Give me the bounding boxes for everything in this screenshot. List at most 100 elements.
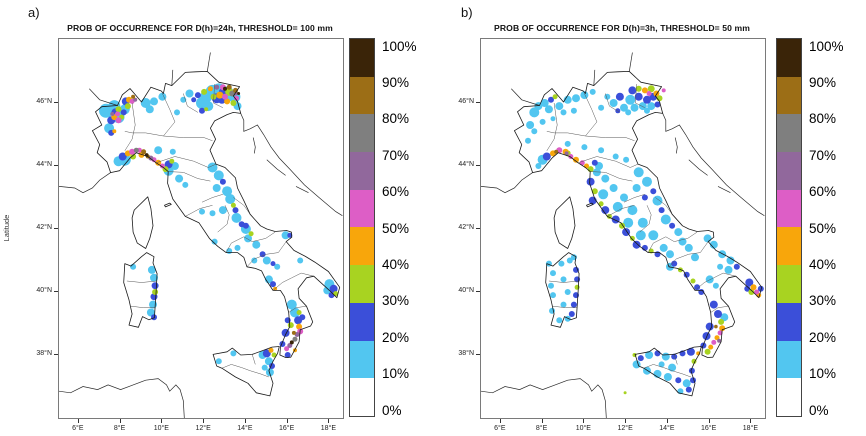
- lon-tick-label: 14°E: [237, 425, 253, 432]
- lon-tick-mark: [583, 419, 585, 423]
- colorbar-a: [349, 38, 375, 417]
- colorbar-segment: [350, 152, 374, 190]
- lon-tick-mark: [119, 419, 121, 423]
- lon-tick-label: 8°E: [113, 425, 126, 432]
- lon-tick-mark: [541, 419, 543, 423]
- lat-tick-label: 40°N: [458, 286, 474, 294]
- lon-tick-mark: [499, 419, 501, 423]
- panel-a-letter: a): [28, 5, 40, 20]
- colorbar-segment: [777, 189, 801, 228]
- lat-tick-mark: [54, 101, 58, 103]
- lon-tick-label: 18°E: [320, 425, 337, 432]
- colorbar-label: 30%: [809, 293, 837, 309]
- colorbar-segment: [777, 302, 801, 341]
- panel-a: a) PROB OF OCCURRENCE FOR D(h)=24h, THRE…: [2, 5, 417, 432]
- lat-tick-mark: [54, 227, 58, 229]
- colorbar-label: 70%: [382, 147, 410, 163]
- colorbar-segment: [777, 114, 801, 153]
- lon-tick-mark: [286, 419, 288, 423]
- lat-tick-mark: [54, 164, 58, 166]
- colorbar-segment: [350, 114, 374, 153]
- panel-b: b) PROB OF OCCURRENCE FOR D(h)=3h, THRES…: [433, 0, 866, 436]
- lat-tick-label: 46°N: [36, 97, 52, 105]
- lat-tick-label: 44°N: [458, 160, 474, 168]
- colorbar-label: 40%: [382, 256, 410, 272]
- colorbar-segment: [350, 189, 374, 228]
- lon-tick-label: 16°E: [279, 425, 295, 432]
- colorbar-label: 70%: [809, 147, 837, 163]
- panel-a-title: PROB OF OCCURRENCE FOR D(h)=24h, THRESHO…: [67, 23, 333, 33]
- probability-spots: [99, 83, 339, 377]
- colorbar-label: 40%: [809, 256, 837, 272]
- colorbar-label: 20%: [382, 329, 410, 345]
- italy-map-b: [481, 52, 765, 418]
- lat-tick-mark: [476, 164, 480, 166]
- lat-tick-mark: [476, 353, 480, 355]
- colorbar-label: 0%: [382, 402, 402, 418]
- probability-spots: [525, 85, 764, 395]
- lat-tick-label: 44°N: [36, 160, 52, 168]
- colorbar-label: 50%: [382, 220, 410, 236]
- lat-tick-mark: [476, 290, 480, 292]
- colorbar-segment: [777, 378, 801, 416]
- colorbar-label: 60%: [382, 184, 410, 200]
- map-plot-area-b: [480, 38, 766, 419]
- colorbar-b: [776, 38, 802, 417]
- colorbar-segment: [350, 76, 374, 115]
- lat-tick-label: 46°N: [458, 97, 474, 105]
- lon-tick-label: 6°E: [494, 425, 506, 432]
- coastlines: [481, 52, 765, 418]
- lat-tick-mark: [54, 290, 58, 292]
- map-plot-area-a: [58, 38, 344, 419]
- colorbar-label: 90%: [809, 74, 837, 90]
- lat-tick-label: 42°N: [458, 223, 474, 231]
- region-borders: [124, 84, 314, 378]
- lon-tick-label: 8°E: [535, 425, 548, 432]
- colorbar-label: 10%: [382, 366, 410, 382]
- colorbar-label: 90%: [382, 74, 410, 90]
- colorbar-label: 100%: [382, 38, 417, 54]
- lon-tick-label: 10°E: [575, 425, 591, 432]
- colorbar-segment: [350, 340, 374, 379]
- lon-tick-mark: [77, 419, 79, 423]
- lon-tick-mark: [708, 419, 710, 423]
- colorbar-label: 30%: [382, 293, 410, 309]
- colorbar-label: 0%: [809, 402, 829, 418]
- region-borders: [546, 84, 736, 378]
- colorbar-label: 20%: [809, 329, 837, 345]
- colorbar-segment: [350, 227, 374, 266]
- colorbar-label: 80%: [809, 111, 837, 127]
- lon-tick-label: 16°E: [701, 425, 717, 432]
- coastlines: [59, 52, 343, 418]
- lat-tick-mark: [476, 101, 480, 103]
- panel-b-letter: b): [461, 5, 473, 20]
- lon-tick-label: 12°E: [617, 425, 633, 432]
- lon-tick-label: 10°E: [153, 425, 169, 432]
- lon-tick-mark: [666, 419, 668, 423]
- lat-tick-label: 40°N: [36, 286, 52, 294]
- lat-tick-label: 38°N: [458, 349, 474, 357]
- lon-tick-mark: [750, 419, 752, 423]
- lon-tick-label: 18°E: [742, 425, 759, 432]
- colorbar-segment: [350, 378, 374, 416]
- colorbar-label: 100%: [809, 38, 844, 54]
- colorbar-segment: [777, 152, 801, 190]
- colorbar-segment: [777, 265, 801, 303]
- lon-tick-mark: [161, 419, 163, 423]
- latitude-axis-label: Latitude: [2, 214, 11, 242]
- lat-tick-mark: [476, 227, 480, 229]
- lat-tick-label: 42°N: [36, 223, 52, 231]
- lon-tick-label: 14°E: [659, 425, 675, 432]
- colorbar-label: 10%: [809, 366, 837, 382]
- lon-tick-mark: [625, 419, 627, 423]
- colorbar-segment: [777, 39, 801, 77]
- lon-tick-label: 12°E: [195, 425, 211, 432]
- lat-tick-mark: [54, 353, 58, 355]
- colorbar-segment: [350, 302, 374, 341]
- lon-tick-mark: [328, 419, 330, 423]
- lat-tick-label: 38°N: [36, 349, 52, 357]
- colorbar-segment: [350, 265, 374, 303]
- colorbar-segment: [350, 39, 374, 77]
- italy-map-a: [59, 52, 343, 418]
